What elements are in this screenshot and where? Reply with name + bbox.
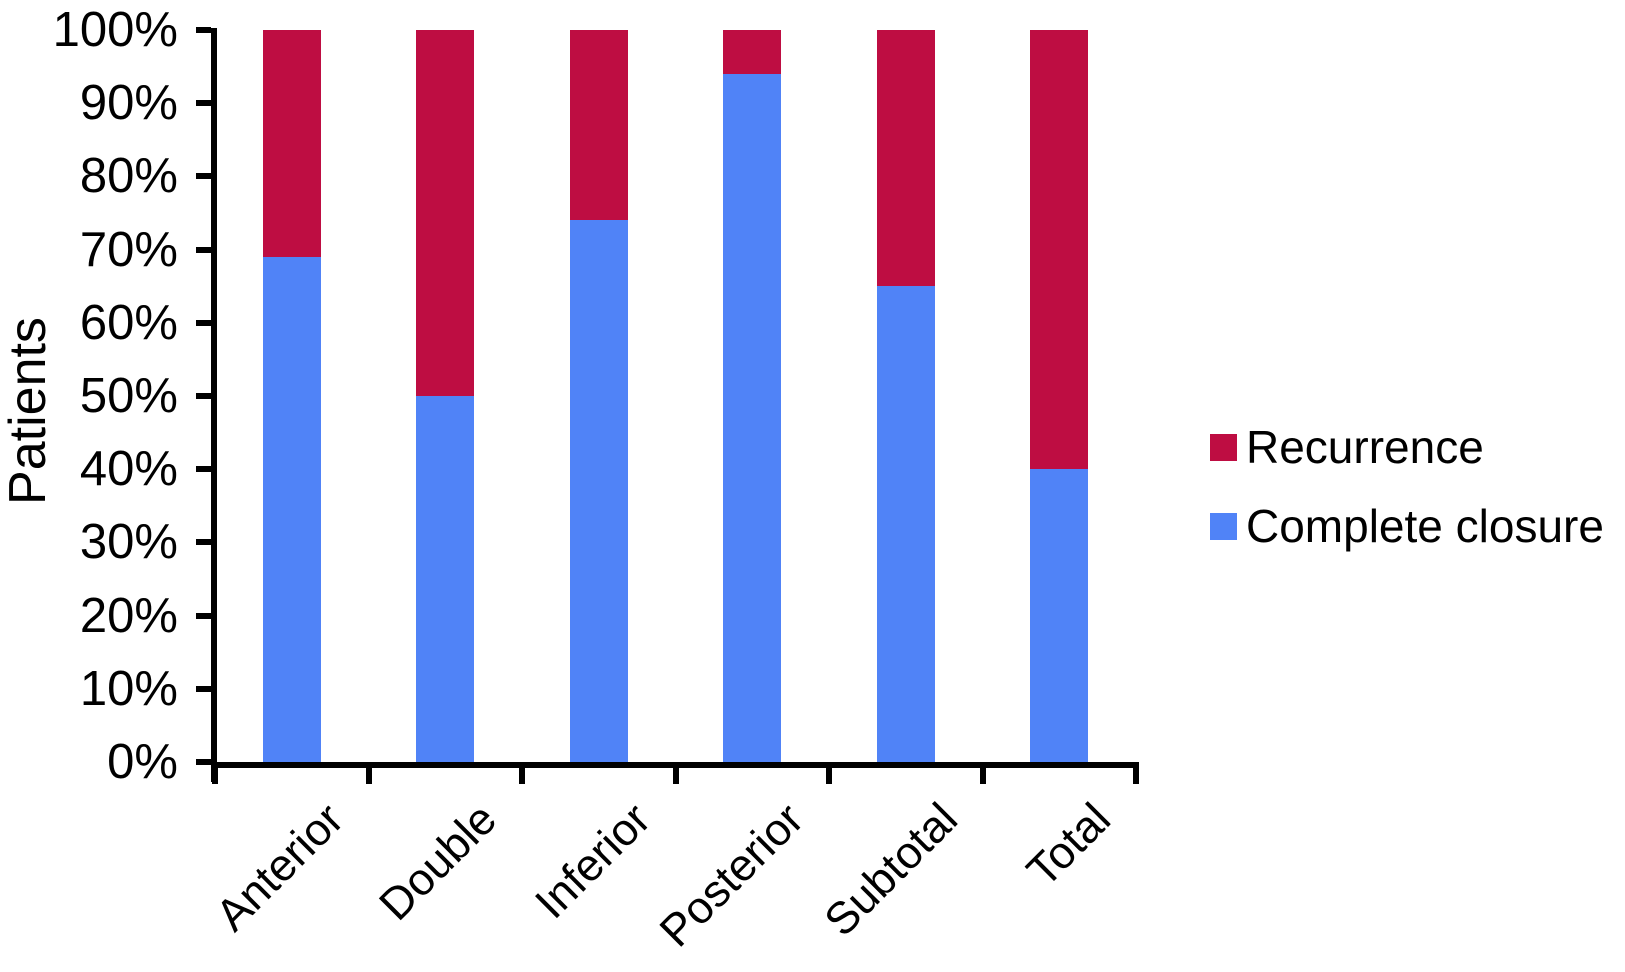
y-tick-label: 40%: [79, 442, 178, 497]
legend-swatch-recurrence-icon: [1210, 433, 1237, 461]
y-tick: [196, 612, 211, 619]
y-tick-label: 70%: [79, 222, 178, 277]
bar-segment-recurrence-subtotal: [876, 30, 935, 287]
y-tick-label: 30%: [79, 515, 178, 570]
y-tick-label: 20%: [79, 588, 178, 643]
y-tick-label: 90%: [79, 76, 178, 131]
bar-segment-recurrence-double: [416, 30, 475, 396]
y-tick-label: 0%: [107, 735, 178, 789]
y-tick-label: 50%: [79, 369, 178, 423]
y-tick-label: 100%: [52, 3, 178, 57]
y-tick: [196, 539, 211, 546]
y-tick-label: 80%: [79, 149, 178, 204]
x-tick: [1133, 762, 1139, 784]
bar-segment-complete-closure-subtotal: [876, 286, 935, 762]
bar-segment-recurrence-posterior: [723, 30, 782, 74]
bar-segment-complete-closure-double: [416, 396, 475, 762]
x-tick: [672, 762, 679, 784]
y-tick: [196, 685, 211, 692]
legend: Recurrence Complete closure: [1210, 421, 1604, 552]
x-tick: [979, 762, 986, 784]
x-tick: [212, 762, 218, 784]
bar-segment-complete-closure-total: [1030, 469, 1089, 762]
bar-segment-complete-closure-anterior: [262, 256, 321, 762]
y-tick: [196, 759, 211, 765]
y-tick: [196, 319, 211, 326]
bar-segment-complete-closure-posterior: [723, 73, 782, 762]
y-tick: [196, 173, 211, 180]
legend-swatch-complete-closure-icon: [1210, 512, 1237, 540]
y-tick: [196, 393, 211, 399]
bar-segment-recurrence-total: [1030, 30, 1089, 470]
legend-label-complete-closure: Complete closure: [1246, 500, 1604, 552]
x-tick: [365, 762, 372, 784]
bar-segment-recurrence-anterior: [262, 30, 321, 257]
y-axis-line: [211, 28, 217, 782]
bar-segment-complete-closure-inferior: [569, 220, 628, 762]
x-tick: [519, 762, 525, 784]
y-tick: [196, 466, 211, 473]
legend-label-recurrence: Recurrence: [1246, 421, 1484, 473]
y-tick: [196, 246, 211, 253]
y-tick: [196, 27, 211, 33]
x-tick: [826, 762, 832, 784]
legend-item-recurrence: Recurrence: [1210, 421, 1604, 473]
y-tick: [196, 100, 211, 107]
legend-item-complete-closure: Complete closure: [1210, 500, 1604, 552]
bar-segment-recurrence-inferior: [569, 30, 628, 221]
y-tick-label: 60%: [79, 295, 178, 350]
x-category-label-anterior: Anterior: [205, 793, 353, 941]
y-tick-label: 10%: [79, 661, 178, 716]
